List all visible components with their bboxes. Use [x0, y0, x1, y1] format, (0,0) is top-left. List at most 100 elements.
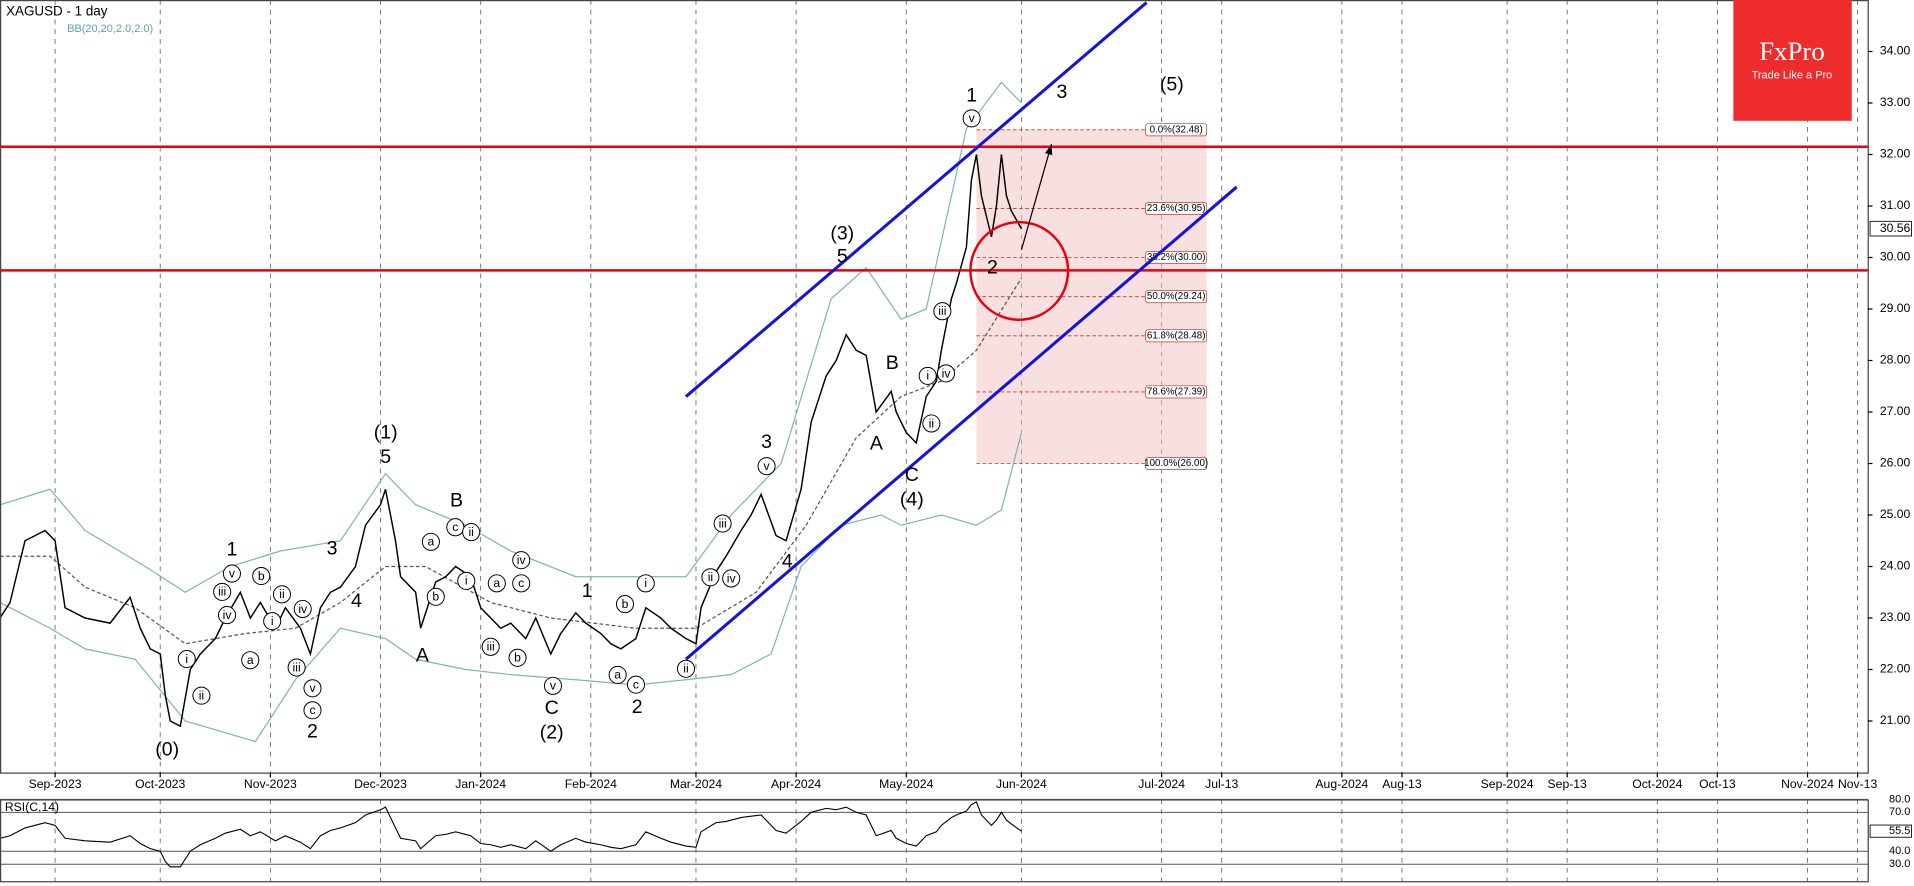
wave-label: C [545, 697, 559, 719]
bollinger-lower [0, 432, 1023, 743]
fib-label: 38.2%(30.00) [1147, 252, 1206, 263]
wave-label-circled: i [644, 576, 647, 590]
fib-label-box [1145, 202, 1208, 216]
fib-label-box [1145, 123, 1208, 137]
wave-label: B [450, 490, 463, 512]
wave-label: A [870, 432, 883, 454]
fib-label-box [1145, 290, 1208, 304]
fib-label-box [1145, 251, 1208, 264]
wave-label-circle [487, 574, 506, 593]
fib-label: 78.6%(27.39) [1147, 386, 1206, 397]
wave-label: 3 [761, 431, 772, 453]
wave-label: (4) [900, 489, 924, 511]
x-tick-label: Sep-13 [1548, 777, 1588, 791]
price-tag [1869, 220, 1912, 237]
wave-label: 1 [966, 85, 977, 107]
y-tick-label: 21.00 [1880, 713, 1911, 727]
wave-label-circled: c [633, 677, 639, 691]
wave-label-circled: c [518, 576, 524, 590]
wave-label-circle [462, 523, 481, 542]
wave-label-circle [508, 648, 527, 667]
wave-label-circle [303, 679, 322, 698]
wave-label-circled: i [465, 574, 468, 588]
wave-label: B [886, 352, 899, 374]
wave-label: 3 [327, 537, 338, 559]
x-tick-label: Mar-2024 [670, 777, 722, 791]
x-tick-label: Sep-2023 [29, 777, 82, 791]
wave-label-circle [512, 574, 531, 593]
logo-name: FxPro [1759, 36, 1825, 66]
wave-label: (0) [155, 739, 179, 761]
wave-label-circle [272, 585, 292, 604]
wave-label-circle [936, 364, 956, 383]
x-tick-label: Nov-2023 [244, 777, 297, 791]
y-tick-label: 22.00 [1880, 662, 1911, 676]
wave-label-circled: iv [517, 553, 527, 567]
wave-label: 1 [582, 580, 593, 602]
wave-label-circled: iii [218, 585, 226, 599]
x-tick-label: Feb-2024 [565, 777, 617, 791]
wave-label: 4 [351, 590, 362, 612]
wave-label: 2 [632, 696, 643, 718]
x-tick-label: Oct-13 [1699, 777, 1736, 791]
wave-label: 5 [837, 246, 848, 268]
price-tag-label: 30.56 [1880, 221, 1911, 235]
x-tick-label: May-2024 [879, 777, 933, 791]
wave-label-circle [252, 566, 271, 586]
channel-line [684, 185, 1238, 661]
rsi-tick-label: 80.0 [1889, 793, 1910, 805]
wave-label-circled: b [432, 590, 439, 604]
wave-label-circle [636, 574, 655, 593]
wave-label-circle [287, 658, 306, 677]
wave-label: 4 [782, 551, 793, 573]
fib-label: 61.8%(28.48) [1147, 330, 1206, 341]
fib-label: 50.0%(29.24) [1147, 291, 1206, 302]
wave-label: (3) [830, 222, 854, 244]
x-tick-label: Aug-13 [1382, 777, 1422, 791]
rsi-line [0, 801, 1022, 868]
y-tick-label: 23.00 [1880, 610, 1911, 624]
wave-label-circle [263, 612, 282, 631]
wave-label: 1 [226, 539, 237, 561]
wave-label-circled: iii [293, 660, 301, 674]
fib-label-box [1145, 329, 1208, 343]
wave-label-circled: b [622, 597, 629, 611]
wave-label-circled: ii [279, 587, 284, 601]
wave-label-circled: iv [298, 602, 308, 616]
wave-label-circled: v [550, 679, 557, 693]
wave-label-circled: ii [468, 525, 473, 539]
wave-label-circled: a [614, 668, 621, 682]
wave-label-circle [608, 665, 627, 684]
x-tick-label: Nov-13 [1838, 777, 1878, 791]
x-tick-label: Jan-2024 [455, 777, 506, 791]
x-tick-label: Apr-2024 [771, 777, 821, 791]
wave-label-circle [426, 587, 445, 606]
wave-label-circle [543, 676, 562, 695]
projection-arrow [1020, 144, 1053, 250]
wave-label-circle [481, 637, 500, 656]
x-tick-label: Jul-2024 [1138, 777, 1185, 791]
fib-label-box [1145, 385, 1208, 399]
x-tick-label: Nov-2024 [1781, 777, 1834, 791]
rsi-tick-label: 30.0 [1889, 858, 1910, 870]
y-tick-label: 24.00 [1880, 559, 1911, 573]
wave-label-circle [241, 651, 260, 670]
wave-label: (2) [540, 722, 564, 744]
logo-tagline: Trade Like a Pro [1752, 70, 1833, 82]
wave-label-circled: v [969, 111, 976, 125]
y-tick-label: 29.00 [1880, 301, 1911, 315]
wave-label-circled: v [764, 459, 771, 473]
wave-label-circled: ii [199, 688, 204, 702]
wave-label-circle [722, 569, 741, 588]
price-line [0, 154, 1023, 728]
rsi-frame [0, 799, 1869, 883]
y-tick-label: 25.00 [1880, 507, 1911, 521]
main-layer [0, 154, 1023, 868]
wave-label-circle [626, 675, 645, 694]
wave-label-circle [303, 701, 322, 720]
wave-label-circled: ii [683, 662, 688, 676]
wave-label-circle [512, 551, 531, 570]
wave-label-circle [615, 595, 635, 614]
